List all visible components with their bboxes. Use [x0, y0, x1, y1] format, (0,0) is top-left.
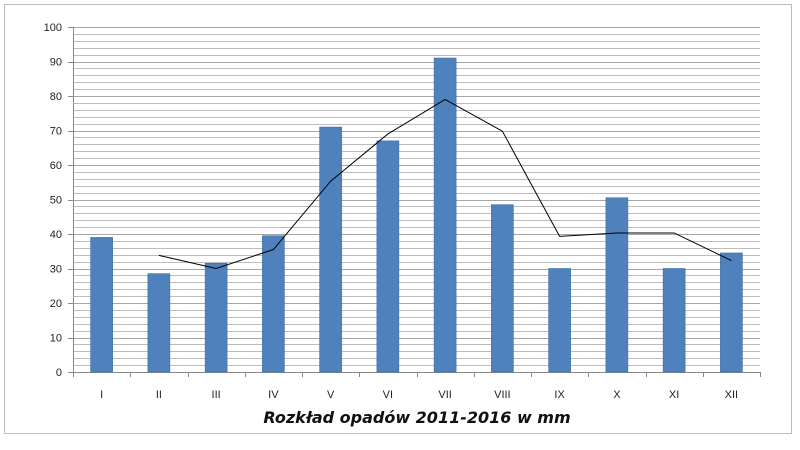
bar: [90, 237, 113, 373]
x-tick-label: XII: [725, 389, 738, 401]
bar: [204, 263, 228, 373]
bar: [662, 268, 686, 373]
x-tick-label: I: [100, 389, 103, 401]
x-tick-label: XI: [669, 389, 679, 401]
bar: [376, 140, 400, 373]
x-tick-label: II: [156, 389, 162, 401]
x-tick-label: IV: [268, 389, 279, 401]
y-tick-label: 10: [50, 333, 62, 345]
x-axis: I II III IV V VI VII VIII IX X XI XII: [73, 372, 761, 401]
bar: [720, 252, 743, 373]
bar: [319, 126, 342, 373]
y-tick-label: 0: [56, 367, 62, 379]
y-tick-label: 100: [44, 22, 62, 34]
y-tick-label: 80: [50, 91, 62, 103]
x-tick-label: III: [212, 389, 221, 401]
y-tick-label: 30: [50, 264, 62, 276]
x-tick-label: VIII: [494, 389, 511, 401]
y-tick-label: 40: [50, 229, 62, 241]
trend-line: [158, 98, 732, 270]
y-tick-label: 20: [50, 298, 62, 310]
chart-title: Rozkład opadów 2011-2016 w mm: [263, 408, 570, 427]
x-tick-label: IX: [554, 389, 565, 401]
y-tick-label: 50: [50, 195, 62, 207]
bar-series: [90, 57, 743, 373]
gridlines: [73, 27, 760, 373]
line-series: [158, 98, 732, 270]
bar: [548, 268, 571, 373]
bar: [147, 273, 171, 373]
x-tick-label: VI: [383, 389, 393, 401]
y-tick-label: 90: [50, 57, 62, 69]
x-tick-label: VII: [438, 389, 451, 401]
bar: [605, 197, 629, 373]
y-axis: 0 10 20 30 40 50 60 70 80 90 100: [44, 22, 74, 379]
x-tick-label: V: [327, 389, 335, 401]
y-tick-label: 70: [50, 126, 62, 138]
x-tick-label: X: [613, 389, 621, 401]
bar: [433, 57, 457, 373]
bar: [262, 235, 285, 373]
y-tick-label: 60: [50, 160, 62, 172]
bar: [491, 204, 514, 373]
